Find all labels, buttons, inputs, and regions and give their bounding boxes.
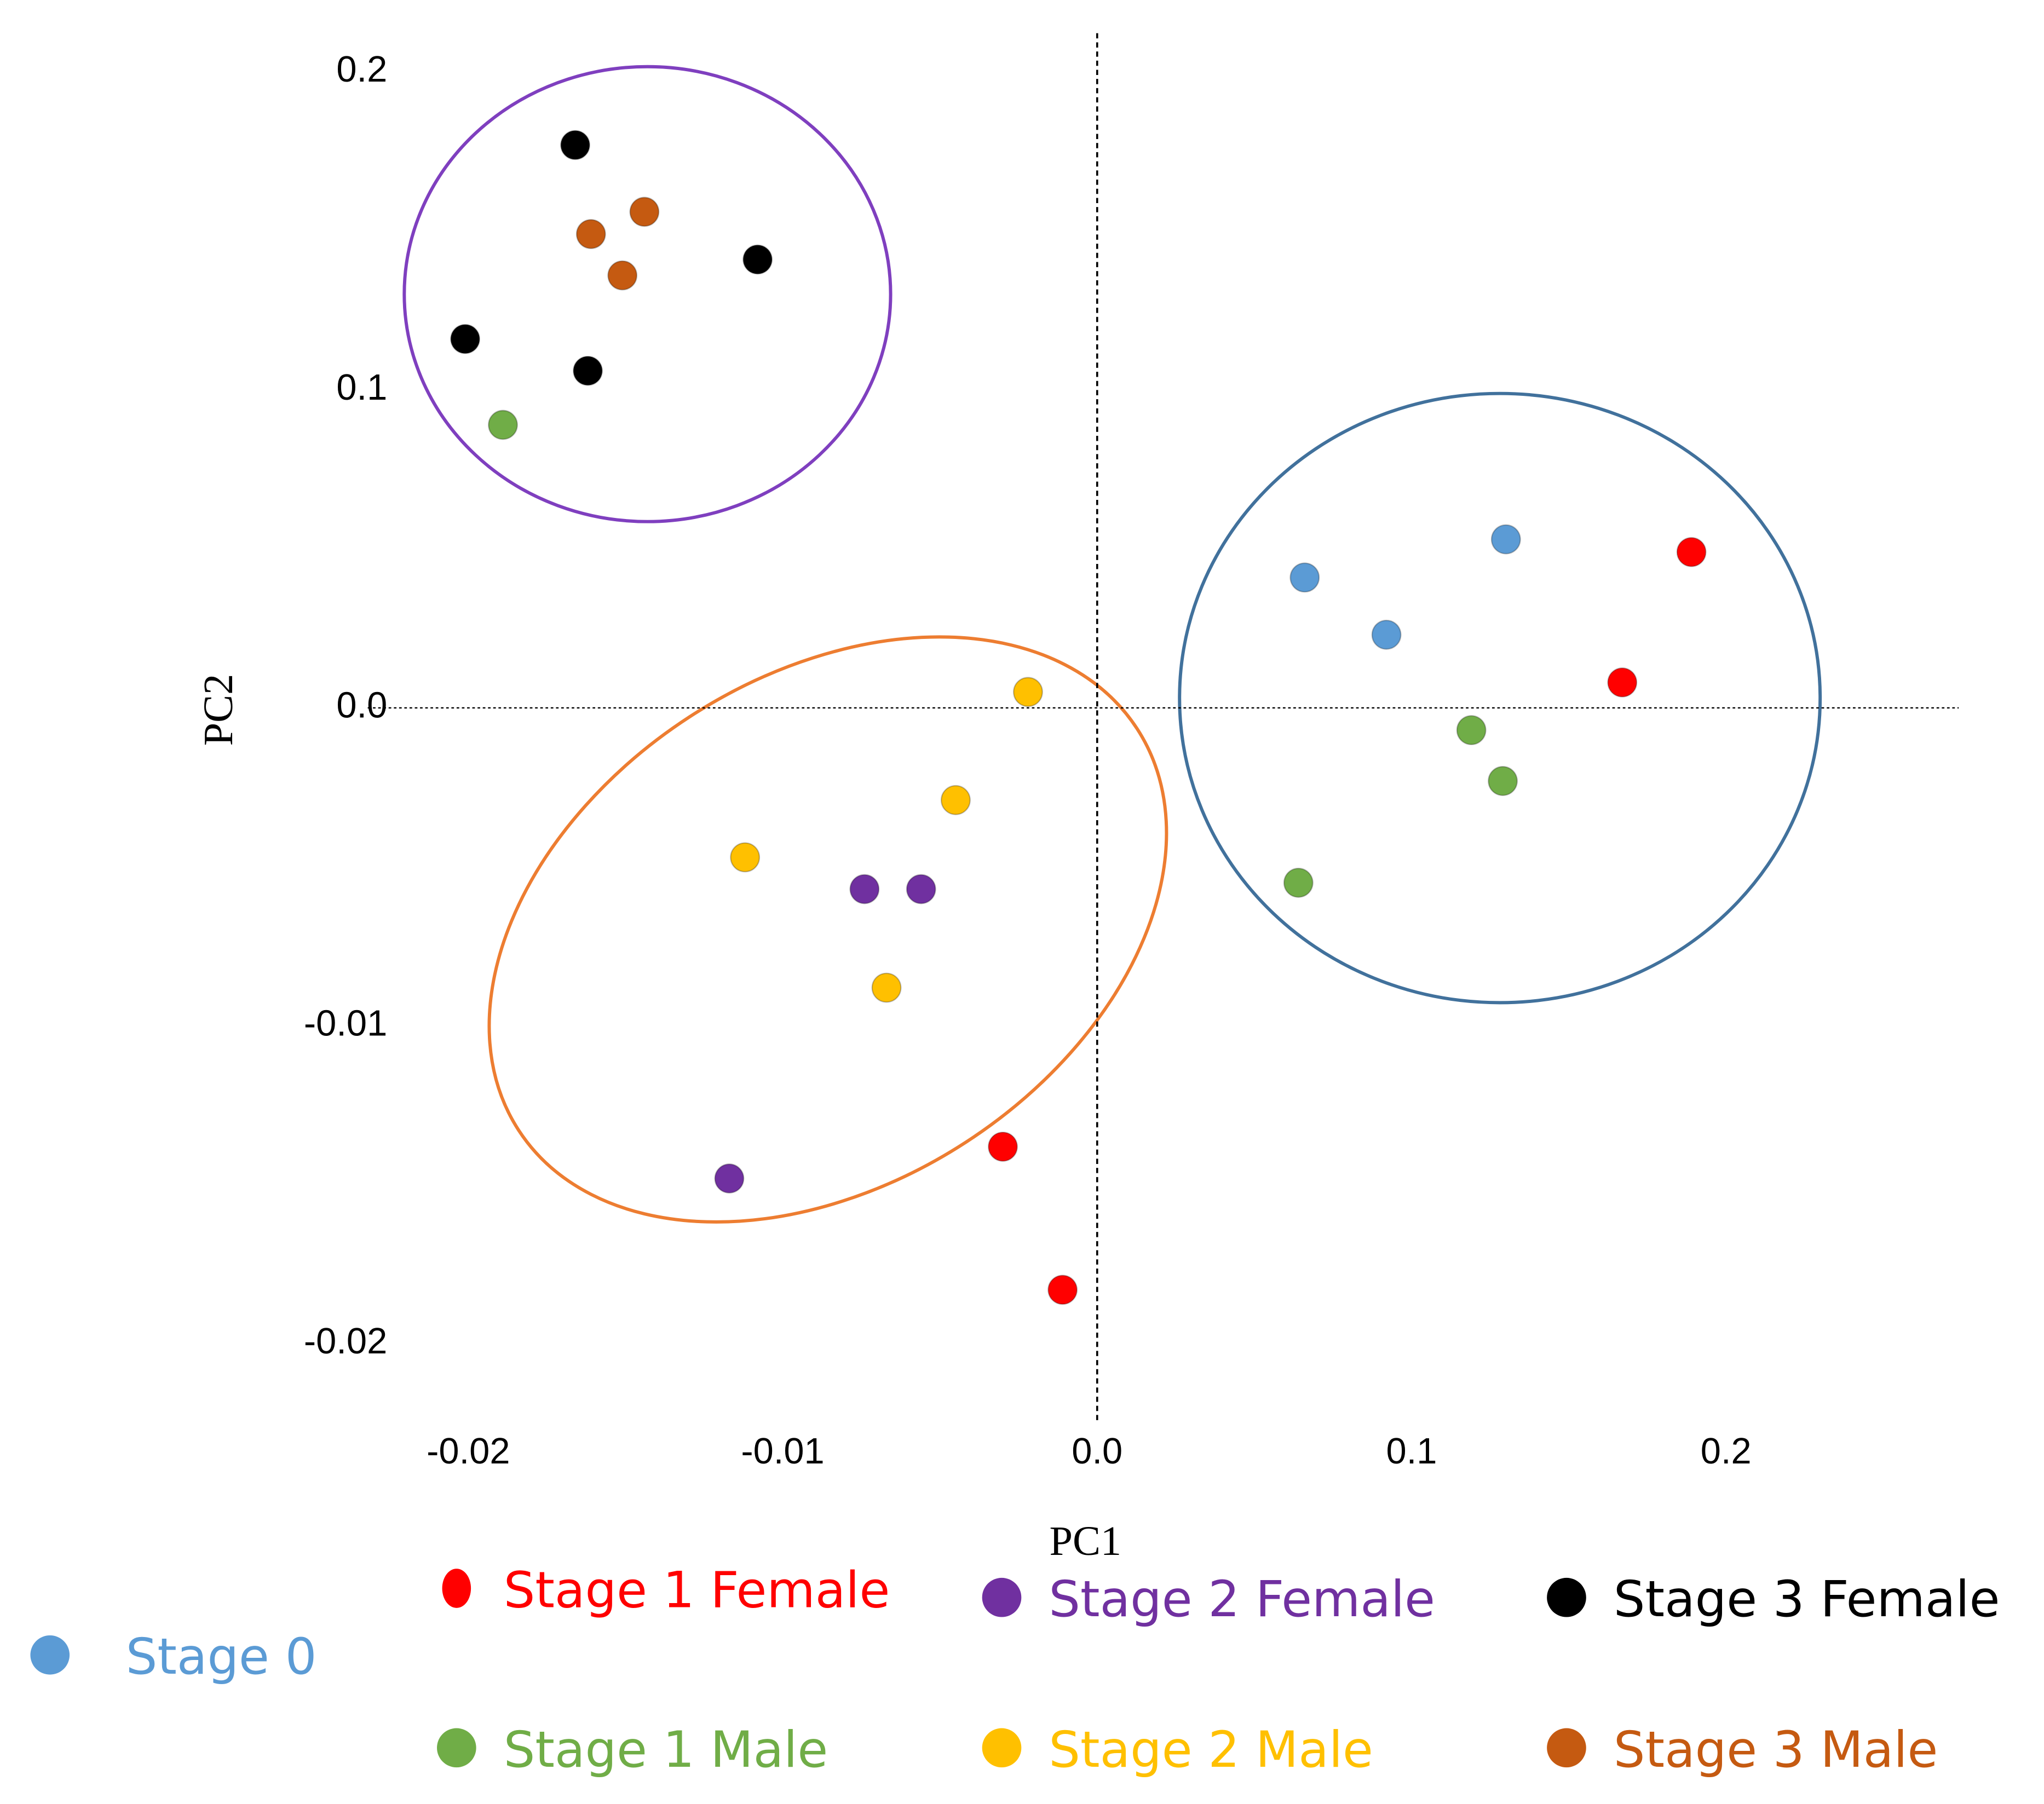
legend-marker — [982, 1728, 1022, 1768]
point — [575, 219, 606, 249]
point — [1607, 667, 1638, 698]
legend-marker — [442, 1569, 471, 1608]
point — [906, 874, 936, 904]
point — [1490, 524, 1521, 555]
y-tick-label: 0.1 — [336, 367, 387, 408]
legend-marker — [982, 1577, 1022, 1617]
x-tick-label: -0.02 — [427, 1431, 510, 1472]
legend-label: Stage 1 Female — [504, 1561, 890, 1619]
point — [1488, 766, 1518, 796]
point — [1047, 1275, 1078, 1305]
point — [1456, 715, 1487, 746]
point — [560, 130, 591, 160]
point — [1283, 867, 1314, 898]
y-tick-label: 0.0 — [336, 685, 387, 726]
point — [988, 1131, 1018, 1162]
cluster-ellipse — [487, 635, 1168, 1224]
legend-label: Stage 2 Female — [1049, 1571, 1435, 1628]
point — [871, 972, 902, 1003]
y-tick-label: -0.01 — [304, 1002, 387, 1044]
legend-marker — [1547, 1728, 1586, 1768]
legend-label: Stage 3 Female — [1614, 1571, 2000, 1628]
cluster-ellipse — [402, 65, 893, 523]
legend-marker — [30, 1635, 70, 1675]
point — [849, 874, 880, 904]
cluster-ellipse — [1178, 391, 1822, 1005]
point — [1676, 537, 1707, 567]
x-tick-label: -0.01 — [741, 1431, 824, 1472]
legend-label: Stage 0 — [126, 1628, 317, 1686]
point — [629, 197, 660, 227]
point — [1289, 562, 1320, 593]
legend-marker — [437, 1728, 476, 1768]
x-tick-label: 0.1 — [1386, 1431, 1437, 1472]
x-tick-label: 0.0 — [1072, 1431, 1122, 1472]
y-axis-label: PC2 — [195, 674, 241, 746]
legend-label: Stage 1 Male — [504, 1721, 828, 1779]
point — [1371, 619, 1402, 650]
point — [450, 324, 481, 354]
point — [607, 260, 638, 291]
x-axis-label: PC1 — [1049, 1518, 1121, 1564]
point — [730, 842, 761, 873]
y-tick-label: -0.02 — [304, 1321, 387, 1362]
point — [714, 1163, 745, 1194]
x-tick-label: 0.2 — [1701, 1431, 1752, 1472]
legend-label: Stage 3 Male — [1614, 1721, 1938, 1779]
legend-marker — [1547, 1577, 1586, 1617]
y-tick-label: 0.2 — [336, 49, 387, 90]
point — [488, 410, 518, 440]
legend-label: Stage 2 Male — [1049, 1721, 1373, 1779]
point — [1013, 677, 1043, 707]
point — [940, 785, 971, 815]
point — [573, 355, 603, 386]
point — [742, 244, 773, 275]
